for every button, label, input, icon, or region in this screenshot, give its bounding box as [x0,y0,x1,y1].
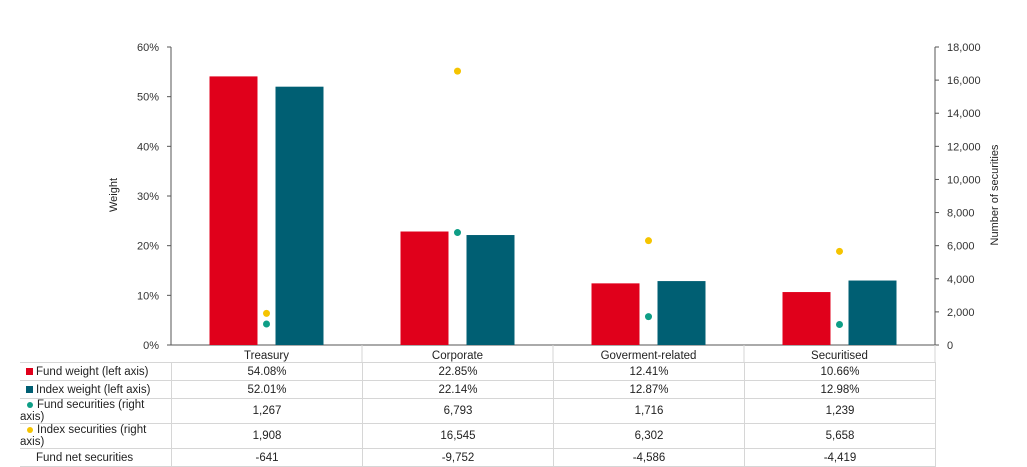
y-right-tick-label: 16,000 [947,75,981,87]
table-row: Fund weight (left axis) 54.08% 22.85% 12.41… [20,362,936,381]
y-right-tick-label: 6,000 [947,241,975,253]
point-fund-securities [836,320,843,328]
table-cell: 22.85% [362,362,554,381]
y-right-tick-label: 8,000 [947,208,975,220]
y-left-tick-label: 60% [137,42,159,54]
legend-label: Fund securities (right axis) [20,399,145,423]
bars [209,76,897,346]
table-cell: 5,658 [744,423,936,449]
category-label: Securitised [811,350,868,362]
chart: 0% 10% 20% 30% 40% 50% 60% 0 2,000 4,000 6,000 8,0… [108,42,1001,362]
category-label: Goverment-related [601,350,697,362]
point-fund-securities [645,313,652,321]
point-index-securities [454,67,461,75]
legend-swatch-icon [26,367,33,375]
table-cell: 10.66% [744,362,936,381]
legend-swatch-icon [26,385,33,393]
bar-index-weight [657,281,706,345]
y-right-tick-label: 10,000 [947,174,981,186]
y-axis-left-title: Weight [108,178,120,212]
category-labels: Treasury Corporate Goverment-related Securi… [244,345,936,362]
bar-fund-weight [400,231,449,345]
legend-label: Index weight (left axis) [36,383,151,396]
bar-fund-weight [782,292,831,345]
y-right-tick-label: 4,000 [947,274,975,286]
legend-dot-icon [27,426,33,433]
table-cell: 52.01% [171,380,363,399]
table-cell: 16,545 [362,423,554,449]
bar-fund-weight [209,76,258,346]
bar-index-weight [275,86,324,346]
table-cell: 1,716 [553,398,745,424]
legend-label: Fund weight (left axis) [36,365,149,378]
table-cell: 1,908 [171,423,363,449]
table-row: Index securities (right axis) 1,908 16,545… [20,423,936,449]
y-right-tick-label: 0 [947,340,953,352]
table-cell: -641 [171,448,363,467]
dots [263,67,843,328]
y-left-tick-label: 0% [143,340,159,352]
bar-index-weight [848,280,897,345]
y-right-tick-label: 2,000 [947,307,975,319]
legend-entry: Index weight (left axis) [20,380,172,399]
legend-label: Index securities (right axis) [20,424,147,448]
table-cell: -9,752 [362,448,554,467]
table-cell: 1,267 [171,398,363,424]
table-row: Fund net securities -641 -9,752 -4,586 -4,41… [20,448,936,467]
table-cell: 12.87% [553,380,745,399]
legend-dot-icon [27,401,33,408]
y-right-tick-label: 14,000 [947,108,981,120]
legend-entry: Fund net securities [20,448,172,467]
legend-entry: Fund weight (left axis) [20,362,172,381]
point-index-securities [836,247,843,255]
table-cell: -4,586 [553,448,745,467]
point-index-securities [263,309,270,317]
y-right-tick-label: 18,000 [947,42,981,54]
bar-fund-weight [591,283,640,345]
point-fund-securities [263,320,270,328]
table-cell: -4,419 [744,448,936,467]
table-cell: 22.14% [362,380,554,399]
table-cell: 1,239 [744,398,936,424]
y-left-tick-label: 30% [137,191,159,203]
category-label: Treasury [244,350,289,362]
y-left-tick-label: 50% [137,92,159,104]
table-cell: 6,793 [362,398,554,424]
table-cell: 12.41% [553,362,745,381]
point-fund-securities [454,229,461,237]
data-table: Fund weight (left axis) 54.08% 22.85% 12.41… [20,362,936,467]
y-right-tick-label: 12,000 [947,141,981,153]
y-left-tick-label: 10% [137,290,159,302]
y-left-tick-label: 20% [137,241,159,253]
bar-index-weight [466,235,515,345]
table-row: Fund securities (right axis) 1,267 6,793 1,… [20,398,936,424]
table-cell: 54.08% [171,362,363,381]
table-cell: 12.98% [744,380,936,399]
legend-entry: Index securities (right axis) [20,423,172,449]
right-axis: 0 2,000 4,000 6,000 8,000 10,000 12,000 14,000 1… [934,42,981,352]
y-left-tick-label: 40% [137,141,159,153]
legend-label: Fund net securities [36,451,134,464]
y-axis-right-title: Number of securities [989,144,1001,245]
point-index-securities [645,237,652,245]
legend-entry: Fund securities (right axis) [20,398,172,424]
table-row: Index weight (left axis) 52.01% 22.14% 12.8… [20,380,936,399]
category-label: Corporate [432,350,483,362]
table-cell: 6,302 [553,423,745,449]
